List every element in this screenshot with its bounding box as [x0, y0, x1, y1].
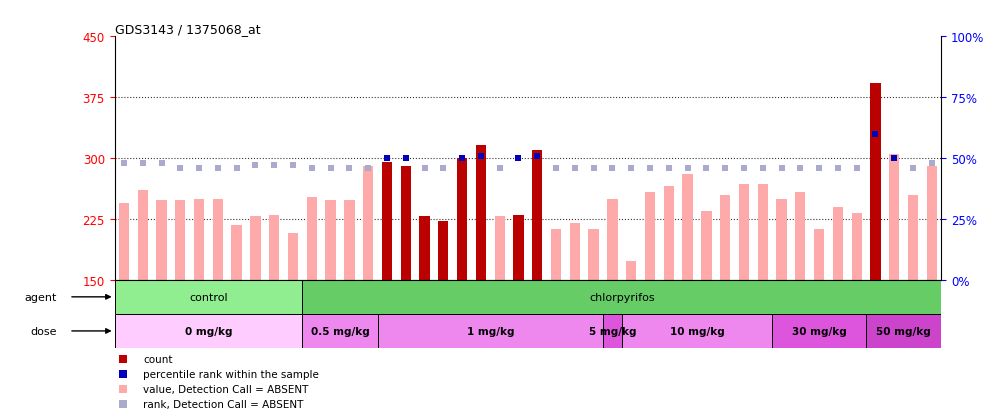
Bar	[419, 217, 429, 280]
Text: 0 mg/kg: 0 mg/kg	[184, 326, 232, 336]
Text: chlorpyrifos: chlorpyrifos	[589, 292, 654, 302]
Bar	[776, 199, 787, 280]
Text: 10 mg/kg: 10 mg/kg	[669, 326, 724, 336]
Text: 1 mg/kg: 1 mg/kg	[466, 326, 514, 336]
Bar	[175, 201, 185, 280]
Bar	[603, 314, 622, 348]
Bar	[476, 146, 486, 280]
Bar	[137, 191, 147, 280]
Text: GDS3143 / 1375068_at: GDS3143 / 1375068_at	[115, 23, 260, 36]
Bar	[622, 314, 772, 348]
Text: value, Detection Call = ABSENT: value, Detection Call = ABSENT	[143, 384, 309, 394]
Text: agent: agent	[24, 292, 57, 302]
Bar	[626, 261, 636, 280]
Bar	[908, 195, 918, 280]
Bar	[115, 280, 303, 314]
Bar	[833, 207, 843, 280]
Bar	[457, 159, 467, 280]
Text: control: control	[189, 292, 228, 302]
Bar	[814, 229, 825, 280]
Bar	[926, 167, 937, 280]
Bar	[363, 167, 374, 280]
Bar	[532, 151, 543, 280]
Bar	[852, 214, 862, 280]
Bar	[156, 201, 166, 280]
Bar	[663, 187, 674, 280]
Bar	[288, 233, 298, 280]
Bar	[608, 199, 618, 280]
Text: 50 mg/kg: 50 mg/kg	[876, 326, 931, 336]
Bar	[889, 154, 899, 280]
Bar	[867, 314, 941, 348]
Bar	[720, 195, 730, 280]
Bar	[589, 229, 599, 280]
Text: 0.5 mg/kg: 0.5 mg/kg	[311, 326, 370, 336]
Bar	[381, 163, 392, 280]
Text: 30 mg/kg: 30 mg/kg	[792, 326, 847, 336]
Bar	[795, 192, 806, 280]
Bar	[303, 314, 377, 348]
Text: percentile rank within the sample: percentile rank within the sample	[143, 369, 320, 379]
Bar	[303, 280, 941, 314]
Bar	[115, 314, 303, 348]
Text: 5 mg/kg: 5 mg/kg	[589, 326, 636, 336]
Bar	[269, 215, 280, 280]
Bar	[644, 192, 655, 280]
Text: count: count	[143, 354, 173, 364]
Bar	[513, 215, 524, 280]
Bar	[570, 223, 580, 280]
Bar	[326, 201, 336, 280]
Bar	[250, 217, 261, 280]
Bar	[119, 203, 129, 280]
Bar	[213, 199, 223, 280]
Bar	[772, 314, 867, 348]
Text: dose: dose	[30, 326, 57, 336]
Bar	[377, 314, 603, 348]
Bar	[701, 211, 711, 280]
Bar	[307, 197, 317, 280]
Bar	[194, 199, 204, 280]
Bar	[345, 201, 355, 280]
Bar	[758, 185, 768, 280]
Bar	[871, 84, 880, 280]
Bar	[551, 229, 561, 280]
Bar	[438, 222, 448, 280]
Bar	[231, 225, 242, 280]
Bar	[739, 185, 749, 280]
Bar	[682, 175, 693, 280]
Bar	[495, 217, 505, 280]
Text: rank, Detection Call = ABSENT: rank, Detection Call = ABSENT	[143, 399, 304, 409]
Bar	[400, 167, 411, 280]
